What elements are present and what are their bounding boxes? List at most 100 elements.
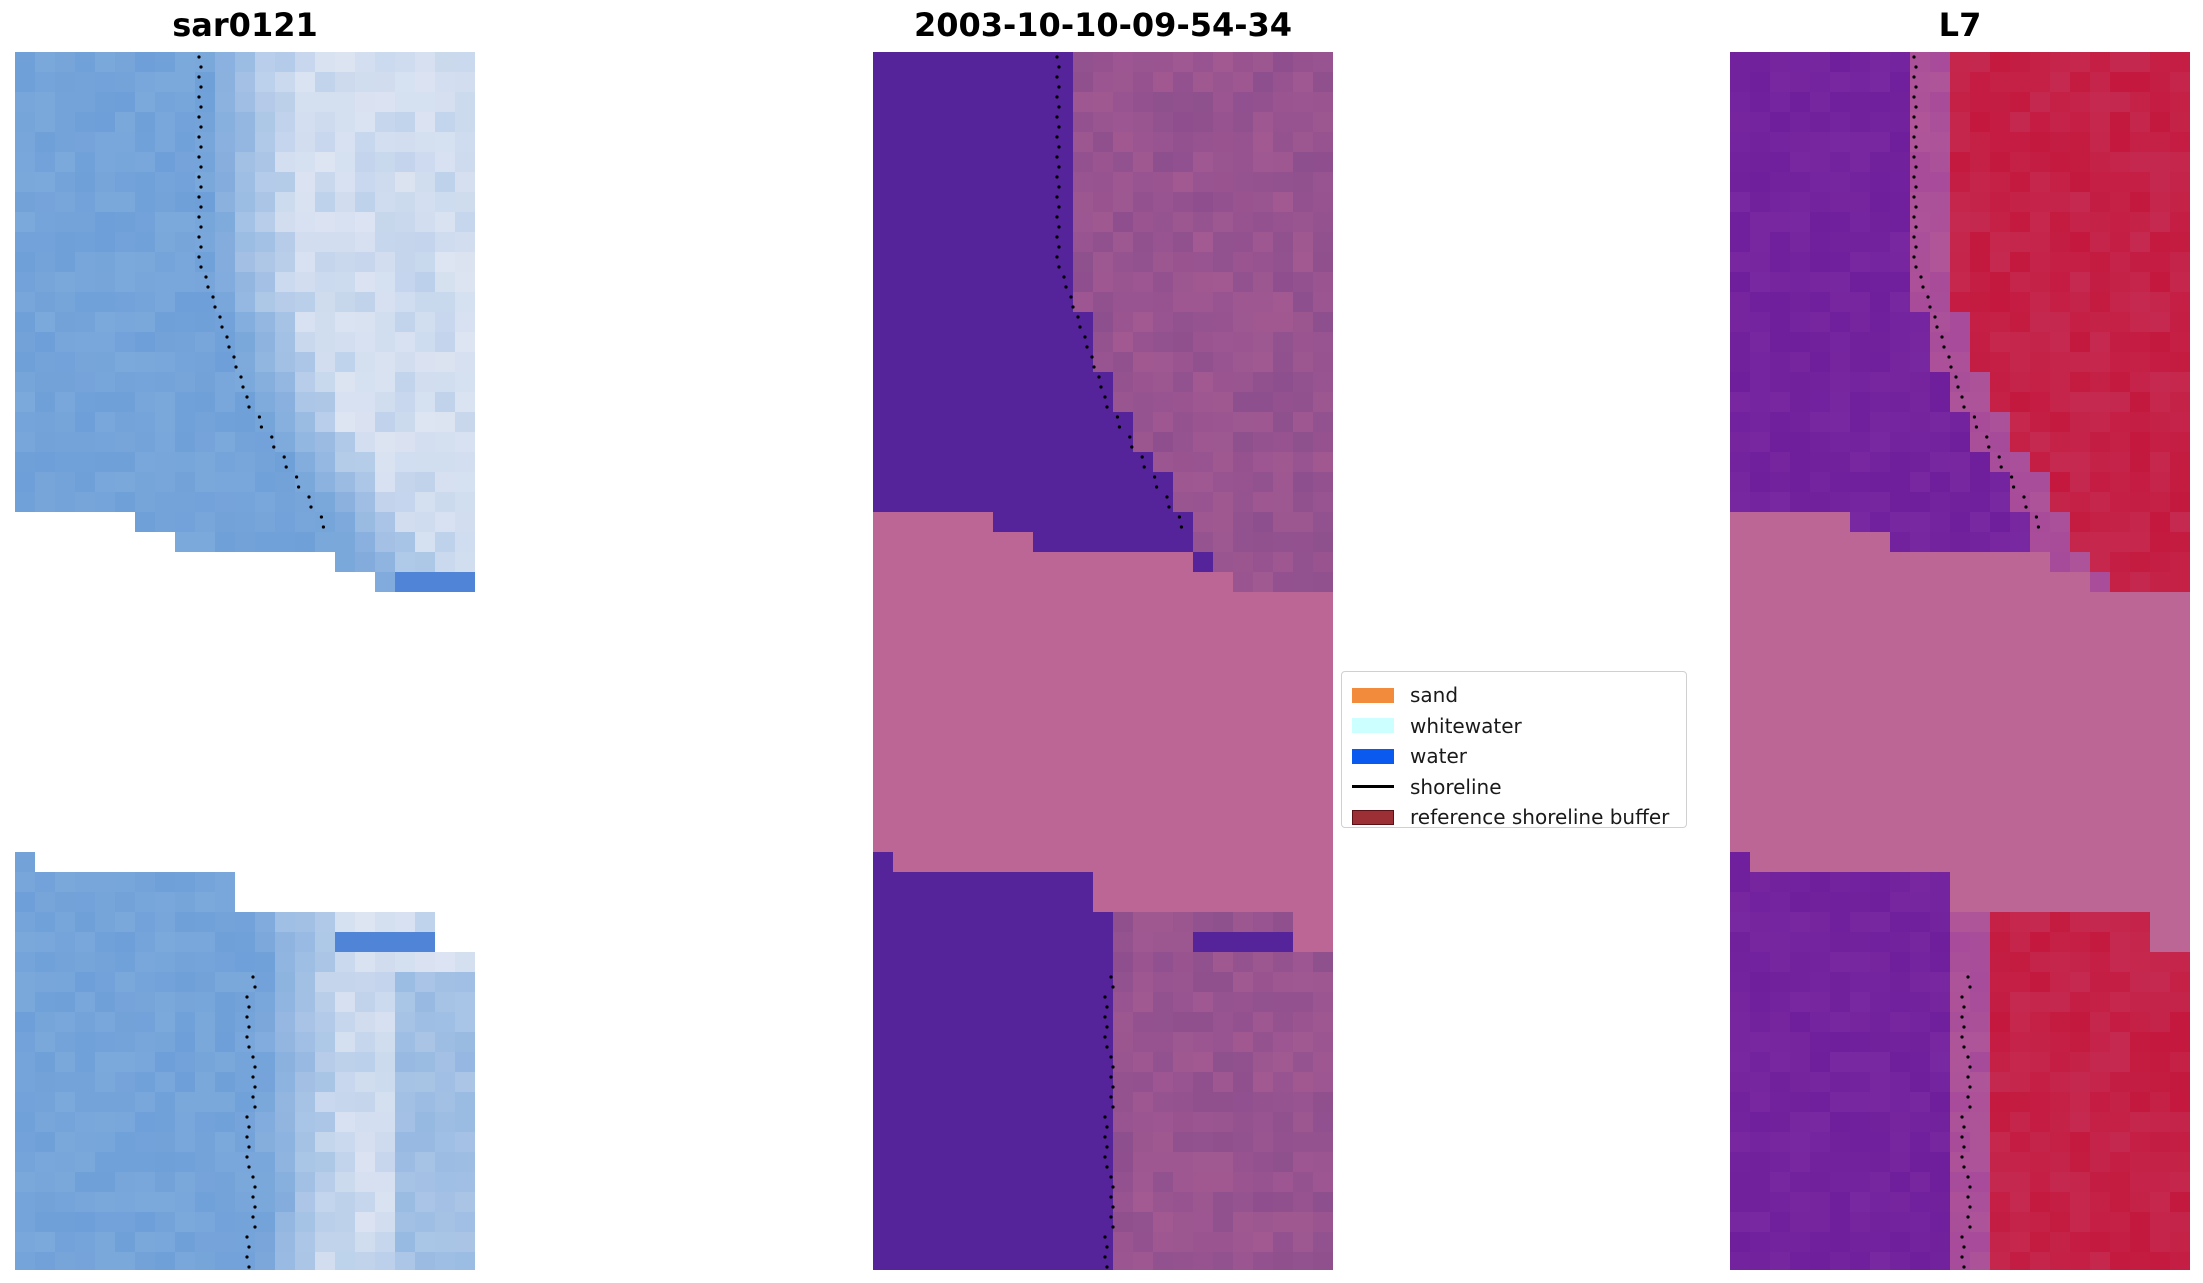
classified-pixel (1013, 912, 1033, 932)
image-pixel (295, 1072, 315, 1092)
classified-pixel (1053, 892, 1073, 912)
index-pixel (1930, 612, 1950, 632)
index-pixel (2090, 792, 2110, 812)
index-pixel (2090, 372, 2110, 392)
index-pixel (2090, 152, 2110, 172)
classified-pixel (1053, 272, 1073, 292)
classified-pixel (1313, 1192, 1333, 1212)
classified-pixel (1193, 312, 1213, 332)
classified-pixel (1273, 452, 1293, 472)
image-pixel (115, 1112, 135, 1132)
image-pixel (415, 352, 435, 372)
image-pixel (255, 212, 275, 232)
image-pixel (435, 1032, 455, 1052)
index-pixel (1730, 932, 1750, 952)
classified-pixel (1273, 612, 1293, 632)
classified-pixel (1213, 192, 1233, 212)
index-pixel (2010, 172, 2030, 192)
image-pixel (375, 332, 395, 352)
classified-pixel (1313, 292, 1333, 312)
classified-pixel (933, 432, 953, 452)
classified-pixel (1013, 732, 1033, 752)
classified-pixel (953, 512, 973, 532)
sand-swatch (1352, 687, 1394, 703)
shoreline-point (251, 1055, 255, 1059)
image-pixel (35, 52, 55, 72)
image-pixel (415, 312, 435, 332)
index-pixel (1730, 652, 1750, 672)
classified-pixel (1013, 1012, 1033, 1032)
image-pixel (35, 272, 55, 292)
shoreline-point (309, 505, 313, 509)
classified-pixel (1073, 1032, 1093, 1052)
image-pixel (15, 932, 35, 952)
classified-pixel (1233, 1072, 1253, 1092)
image-pixel (435, 1212, 455, 1232)
classified-pixel (913, 272, 933, 292)
shoreline-point (199, 265, 203, 269)
image-pixel (215, 1152, 235, 1172)
index-pixel (2050, 232, 2070, 252)
classified-pixel (1113, 92, 1133, 112)
index-pixel (2170, 412, 2190, 432)
classified-pixel (1273, 772, 1293, 792)
image-pixel (35, 372, 55, 392)
index-pixel (1970, 552, 1990, 572)
index-pixel (1810, 512, 1830, 532)
index-pixel (1950, 932, 1970, 952)
classified-pixel (1293, 432, 1313, 452)
image-pixel (155, 132, 175, 152)
classified-pixel (1013, 352, 1033, 372)
image-pixel (235, 1192, 255, 1212)
image-pixel (255, 512, 275, 532)
classified-pixel (973, 412, 993, 432)
classified-pixel (1233, 452, 1253, 472)
image-pixel (415, 392, 435, 412)
index-pixel (1770, 352, 1790, 372)
index-pixel (1990, 652, 2010, 672)
index-pixel (1830, 1032, 1850, 1052)
image-pixel (435, 492, 455, 512)
classified-pixel (933, 492, 953, 512)
classified-pixel (1033, 792, 1053, 812)
index-pixel (2070, 1252, 2090, 1270)
index-pixel (2090, 692, 2110, 712)
classified-pixel (933, 1152, 953, 1172)
image-pixel (315, 952, 335, 972)
shoreline-point (1968, 985, 1972, 989)
classified-pixel (1233, 512, 1253, 532)
classified-pixel (1033, 112, 1053, 132)
classified-pixel (1293, 1172, 1313, 1192)
index-pixel (1990, 132, 2010, 152)
image-pixel (155, 1032, 175, 1052)
index-pixel (2010, 532, 2030, 552)
image-pixel (15, 292, 35, 312)
image-pixel (215, 372, 235, 392)
classified-pixel (1253, 312, 1273, 332)
index-pixel (2050, 292, 2070, 312)
index-pixel (2150, 712, 2170, 732)
index-pixel (1770, 892, 1790, 912)
index-pixel (1910, 812, 1930, 832)
index-pixel (1970, 1012, 1990, 1032)
classified-pixel (993, 92, 1013, 112)
image-pixel (335, 1072, 355, 1092)
image-pixel (415, 1112, 435, 1132)
classified-pixel (993, 52, 1013, 72)
index-pixel (1790, 452, 1810, 472)
index-pixel (1830, 452, 1850, 472)
index-pixel (2010, 52, 2030, 72)
classified-pixel (1253, 652, 1273, 672)
index-pixel (2130, 752, 2150, 772)
classified-pixel (1313, 1012, 1333, 1032)
classified-pixel (1213, 932, 1233, 952)
index-pixel (1910, 252, 1930, 272)
index-pixel (1750, 752, 1770, 772)
index-pixel (2050, 632, 2070, 652)
index-pixel (1890, 752, 1910, 772)
index-pixel (1850, 752, 1870, 772)
classified-pixel (1253, 892, 1273, 912)
classified-pixel (913, 352, 933, 372)
classified-pixel (933, 312, 953, 332)
image-pixel (275, 172, 295, 192)
